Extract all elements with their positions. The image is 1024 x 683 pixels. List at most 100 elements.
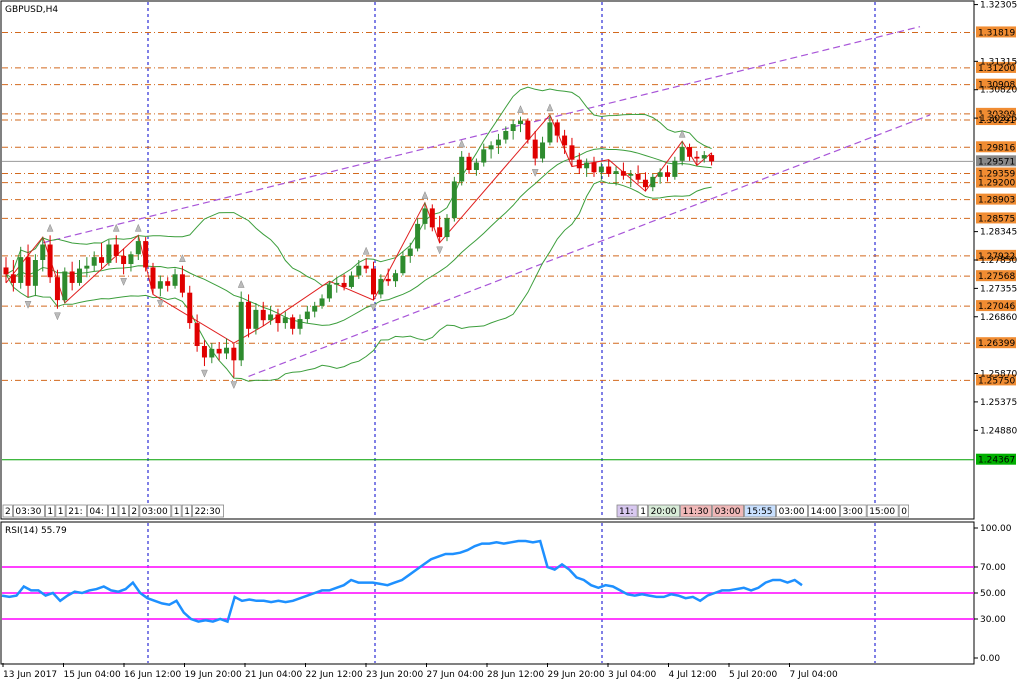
price-level-tag (976, 114, 1016, 126)
candle-bear-body (290, 317, 296, 329)
time-axis-label: 29 Jun 20:00 (548, 670, 605, 680)
time-axis-label: 27 Jun 04:00 (427, 670, 484, 680)
candle-bear-body (260, 309, 266, 321)
time-axis-label: 4 Jul 12:00 (669, 670, 718, 680)
candle-bull-body (348, 275, 354, 287)
price-axis-tick-label: 1.30325 (980, 114, 1017, 124)
time-tag-box (128, 504, 140, 518)
candles-group (3, 114, 715, 378)
candle-bear-body (150, 267, 156, 289)
candle-bull-body (62, 271, 68, 301)
candle-bull-body (209, 348, 215, 358)
candle-bear-body (525, 120, 531, 140)
candle-bear-body (554, 122, 560, 136)
time-tag-text: 3:00 (843, 507, 863, 517)
candle-bull-body (495, 139, 501, 146)
candle-bull-body (157, 281, 163, 289)
time-tag-box (776, 504, 808, 518)
time-tag-box (45, 504, 56, 518)
rsi-axis-tick-label: 100.00 (980, 524, 1012, 534)
fractal-up-marker (517, 105, 524, 113)
candle-bear-body (201, 346, 207, 358)
price-level-tag (976, 78, 1016, 90)
candle-bull-body (326, 284, 332, 299)
time-tag-text: 1 (174, 507, 180, 517)
candle-bear-body (121, 255, 127, 265)
candle-bear-body (47, 244, 53, 278)
rsi-axis-tick-label: 30.00 (980, 615, 1006, 625)
candle-bull-body (407, 248, 413, 256)
price-level-tag (976, 167, 1016, 179)
time-tag-box (616, 504, 638, 518)
fractal-markers (24, 103, 686, 390)
time-axis-label: 7 Jul 04:00 (790, 670, 839, 680)
candle-bull-body (312, 305, 318, 312)
price-level-tag-text: 1.29359 (978, 169, 1015, 179)
time-tag-text: 03:00 (715, 507, 741, 517)
time-tag-box (840, 504, 867, 518)
price-level-tag (976, 26, 1016, 38)
time-tag-text: 1 (121, 507, 127, 517)
candle-bull-body (253, 309, 259, 329)
time-tag-box (866, 504, 899, 518)
candle-bear-body (591, 162, 597, 173)
candle-bull-body (650, 176, 656, 188)
candle-bull-body (628, 174, 634, 176)
rsi-polyline (1, 539, 803, 624)
price-level-tag-text: 1.29816 (978, 143, 1015, 153)
time-tag-text: 11:30 (683, 507, 709, 517)
time-tag-text: 22:30 (195, 507, 221, 517)
time-tag-text: 03:00 (142, 507, 168, 517)
green-level-tag (976, 453, 1016, 465)
time-axis-label: 16 Jun 12:00 (124, 670, 181, 680)
price-level-tag (976, 193, 1016, 205)
candle-bear-body (10, 274, 16, 283)
candle-bear-body (187, 292, 193, 324)
price-level-tag (976, 249, 1016, 261)
fractal-down-marker (201, 369, 208, 378)
time-tag-text: 20:00 (651, 507, 677, 517)
candle-bear-body (341, 282, 347, 287)
candle-bull-body (128, 254, 134, 265)
price-level-tag-text: 1.27046 (978, 302, 1015, 312)
fractal-up-marker (46, 223, 54, 232)
rsi-axis-tick-label: 0.00 (980, 654, 1000, 664)
price-level-tag (976, 374, 1016, 386)
time-tag-text: 21: (68, 507, 82, 517)
time-axis-label: 23 Jun 20:00 (366, 670, 423, 680)
fractal-up-marker (546, 103, 554, 112)
candle-bear-body (3, 267, 9, 275)
candle-bear-body (642, 179, 648, 188)
candle-bear-body (687, 147, 693, 157)
candle-bear-body (532, 139, 538, 159)
channel-lower-line (248, 114, 931, 377)
time-tag-box (898, 504, 910, 518)
candle-bull-body (547, 122, 553, 143)
fractal-up-marker (678, 129, 686, 138)
candle-bull-body (701, 155, 707, 159)
candle-bear-body (606, 166, 612, 174)
time-axis: 13 Jun 2017 15 Jun 04:00 16 Jun 12:00 19 Ju… (2, 663, 839, 680)
price-axis-tick-label: 1.26860 (980, 313, 1017, 323)
candle-bull-body (400, 255, 406, 274)
current-price-tag-text: 1.29571 (978, 157, 1015, 167)
time-tag-text: 03:30 (15, 507, 41, 517)
time-tag-box (637, 504, 649, 518)
time-tag-text: 15:00 (869, 507, 895, 517)
candle-bull-body (459, 156, 465, 182)
candle-bear-body (694, 156, 700, 159)
candle-bull-body (304, 311, 310, 320)
rsi-axis-tick-label: 50.00 (980, 589, 1006, 599)
candle-bear-body (363, 265, 369, 269)
price-level-tag-text: 1.30291 (978, 116, 1015, 126)
price-level-tag-text: 1.31819 (978, 28, 1015, 38)
fractal-up-marker (134, 223, 142, 232)
price-level-tag (976, 141, 1016, 153)
rsi-axis: 100.00 70.00 50.00 30.00 0.00 (974, 524, 1012, 664)
fractal-down-marker (531, 169, 539, 178)
price-axis-tick-label: 1.30820 (980, 86, 1017, 96)
price-axis-tick-label: 1.31315 (980, 57, 1017, 67)
candle-bear-body (275, 314, 281, 324)
time-tag-box (139, 504, 172, 518)
price-level-tag-text: 1.26399 (978, 339, 1015, 349)
